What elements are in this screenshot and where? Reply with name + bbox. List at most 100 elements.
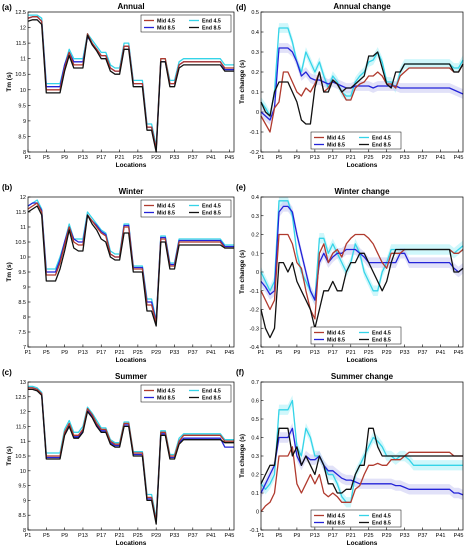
series-line-end-8-5: [260, 51, 464, 125]
legend-label: Mid 8.5: [327, 521, 345, 527]
legend-label: End 4.5: [202, 204, 221, 210]
x-tick-label: P5: [43, 350, 50, 356]
legend-label: Mid 8.5: [157, 211, 175, 217]
chart-panel-1: (a) Annual 8 8.5 9 9.5 10 10.5 11 11.5 12 12.5 P1 P5 P…: [2, 2, 235, 169]
y-tick-label: 11: [20, 57, 26, 63]
y-tick-label: 9: [23, 285, 26, 291]
x-tick-label: P21: [115, 533, 125, 539]
legend-label: Mid 4.5: [157, 204, 175, 210]
series-line-mid-8-5: [260, 427, 464, 496]
x-tick-label: P5: [43, 155, 50, 161]
legend-label: Mid 4.5: [327, 514, 345, 520]
legend-box: [310, 131, 402, 150]
legend-label: End 8.5: [202, 26, 221, 32]
x-tick-label: P45: [454, 533, 464, 539]
x-tick-label: P37: [188, 533, 198, 539]
chart-panel-5: (e) Winter change -0.4 -0.3 -0.2 -0.1 0 0.1 0.2 0…: [236, 183, 464, 364]
legend-label: Mid 8.5: [157, 26, 175, 32]
x-tick-label: P25: [364, 155, 374, 161]
series-line-mid-8-5: [260, 47, 464, 121]
legend: Mid 4.5 End 4.5 Mid 8.5 End 8.5: [310, 509, 402, 528]
x-tick-label: P17: [96, 155, 106, 161]
legend-label: Mid 4.5: [327, 136, 345, 142]
x-tick-label: P29: [151, 155, 161, 161]
chart-panel-3: (c) Summer 8 8.5 9 9.5 10 10.5 11 11.5 12 12.5 13 P1 P…: [2, 368, 235, 547]
x-tick-label: P33: [400, 533, 410, 539]
x-tick-label: P1: [25, 155, 32, 161]
y-tick-label: -0.1: [250, 289, 259, 295]
x-tick-label: P13: [310, 533, 320, 539]
x-tick-label: P25: [133, 533, 143, 539]
y-tick-label: -0.2: [250, 308, 259, 314]
x-tick-label: P41: [206, 533, 216, 539]
y-tick-label: -0.1: [250, 130, 259, 136]
x-tick-label: P25: [133, 350, 143, 356]
y-tick-label: 8: [23, 315, 26, 321]
legend-label: End 4.5: [202, 19, 221, 25]
legend-box: [310, 326, 402, 345]
x-tick-label: P1: [25, 350, 32, 356]
x-tick-label: P5: [276, 350, 283, 356]
legend-label: End 8.5: [202, 211, 221, 217]
axes-frame: [260, 381, 464, 531]
plot-area: [28, 382, 234, 530]
x-tick-label: P9: [294, 533, 301, 539]
y-tick-label: 0.2: [251, 70, 259, 76]
y-tick-label: 12: [20, 26, 26, 32]
uncertainty-band: [261, 197, 463, 306]
legend-label: Mid 4.5: [327, 331, 345, 337]
y-tick-label: 0.4: [251, 195, 259, 201]
x-tick-label: P37: [188, 155, 198, 161]
y-tick-label: 8: [23, 150, 26, 156]
x-tick-label: P9: [61, 533, 68, 539]
y-tick-label: -0.1: [250, 528, 259, 534]
y-tick-label: 10: [20, 88, 26, 94]
x-tick-label: P29: [382, 350, 392, 356]
x-tick-label: P45: [225, 533, 235, 539]
y-tick-label: 12: [20, 195, 26, 201]
y-tick-label: 0.2: [251, 473, 259, 479]
y-tick-label: 8.5: [18, 513, 26, 519]
x-tick-label: P17: [328, 155, 338, 161]
legend-label: End 4.5: [372, 136, 391, 142]
chart-panel-2: (b) Winter 7 7.5 8 8.5 9 9.5 10 10.5 11 11.5 12 P1 P5 P…: [2, 183, 235, 364]
x-axis-label: Locations: [347, 357, 378, 364]
y-tick-label: 0.1: [251, 251, 259, 257]
x-tick-label: P17: [328, 533, 338, 539]
panel-label: (e): [236, 183, 246, 192]
legend-label: Mid 4.5: [157, 19, 175, 25]
x-tick-label: P13: [310, 155, 320, 161]
x-tick-label: P13: [78, 533, 88, 539]
chart-title: Summer: [115, 372, 147, 381]
x-tick-label: P1: [25, 533, 32, 539]
x-tick-label: P29: [382, 533, 392, 539]
y-tick-label: -0.2: [250, 150, 259, 156]
y-tick-label: 0.3: [251, 454, 259, 460]
x-tick-label: P33: [400, 155, 410, 161]
y-tick-label: 0.2: [251, 233, 259, 239]
y-axis-label: Tm change (s): [239, 60, 246, 104]
legend: Mid 4.5 End 4.5 Mid 8.5 End 8.5: [140, 384, 232, 403]
y-tick-label: 0.5: [251, 10, 259, 16]
y-tick-label: 0.1: [251, 491, 259, 497]
x-tick-label: P33: [170, 350, 180, 356]
x-axis-label: Locations: [347, 540, 378, 547]
y-tick-label: 0: [256, 270, 259, 276]
legend-label: End 8.5: [372, 143, 391, 149]
chart-panel-4: (d) Annual change -0.2 -0.1 0 0.1 0.2 0.3 0.4 0.5…: [236, 2, 464, 169]
y-tick-label: 0.3: [251, 214, 259, 220]
legend-label: Mid 8.5: [327, 338, 345, 344]
axes-frame: [27, 11, 235, 153]
y-tick-label: 11.5: [16, 210, 26, 216]
y-tick-label: 10.5: [15, 454, 26, 460]
y-tick-label: 11.5: [16, 41, 26, 47]
x-tick-label: P41: [206, 155, 216, 161]
x-tick-label: P5: [276, 533, 283, 539]
series-line-end-8-5: [27, 205, 234, 327]
x-tick-label: P45: [454, 155, 464, 161]
y-tick-label: 9.5: [18, 103, 26, 109]
series-line-end-8-5: [260, 427, 463, 494]
plot-area: [28, 197, 234, 347]
x-tick-label: P37: [418, 155, 428, 161]
